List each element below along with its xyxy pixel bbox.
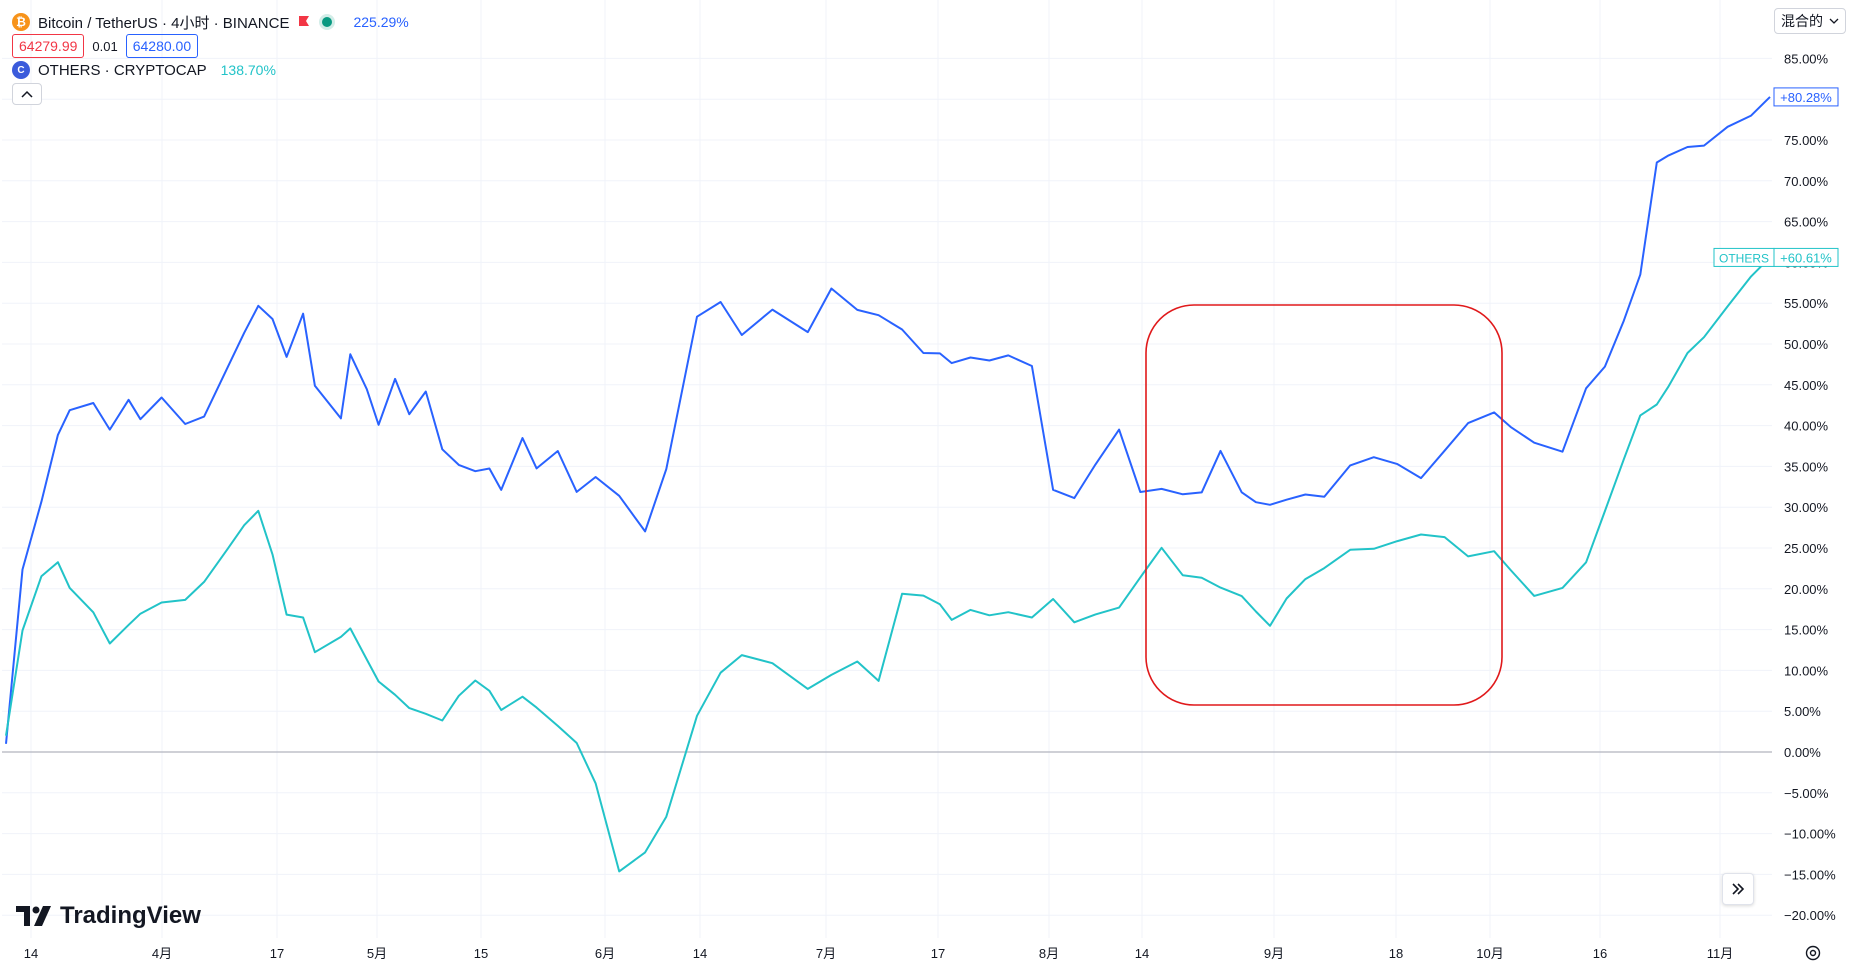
y-tick-label: 55.00% [1784, 296, 1829, 311]
x-tick-label: 9月 [1264, 946, 1284, 961]
y-tick-label: 0.00% [1784, 745, 1821, 760]
y-tick-label: 35.00% [1784, 459, 1829, 474]
tradingview-logo-icon [16, 906, 51, 926]
y-tick-label: 30.00% [1784, 500, 1829, 515]
btc-series-line [5, 96, 1771, 744]
x-tick-label: 17 [931, 946, 945, 961]
cryptocap-icon: C [12, 61, 30, 79]
last-value-labels: +80.28% OTHERS +60.61% [1713, 87, 1839, 267]
x-tick-label: 8月 [1039, 946, 1059, 961]
x-tick-label: 14 [693, 946, 707, 961]
btc-last-value-label: +80.28% [1780, 90, 1832, 105]
x-tick-label: 16 [1593, 946, 1607, 961]
y-tick-label: 15.00% [1784, 623, 1829, 638]
x-tick-label: 18 [1389, 946, 1403, 961]
flag-icon[interactable] [297, 15, 311, 29]
scale-mode-dropdown[interactable]: 混合的 [1774, 8, 1846, 34]
x-tick-label: 4月 [152, 946, 172, 961]
bitcoin-icon: ₿ [12, 13, 30, 31]
btc-last-value-box [1773, 87, 1839, 107]
y-tick-label: 10.00% [1784, 663, 1829, 678]
y-tick-label: 45.00% [1784, 378, 1829, 393]
y-tick-label: 85.00% [1784, 51, 1829, 66]
y-tick-label: 65.00% [1784, 215, 1829, 230]
x-tick-label: 5月 [367, 946, 387, 961]
y-tick-label: 25.00% [1784, 541, 1829, 556]
scroll-to-realtime-button[interactable] [1722, 873, 1754, 905]
x-tick-label: 11月 [1707, 946, 1734, 961]
chevron-up-icon [21, 90, 33, 98]
x-tick-label: 14 [1135, 946, 1149, 961]
y-tick-label: −20.00% [1784, 908, 1836, 923]
x-tick-label: 17 [270, 946, 284, 961]
tradingview-logo-text: TradingView [60, 902, 201, 929]
x-tick-label: 10月 [1476, 946, 1503, 961]
y-tick-label: 40.00% [1784, 419, 1829, 434]
y-tick-label: −10.00% [1784, 827, 1836, 842]
series-lines [5, 96, 1771, 873]
y-tick-label: 20.00% [1784, 582, 1829, 597]
main-change-percent: 225.29% [353, 14, 409, 30]
price-scale-bg [1772, 0, 1851, 973]
spread-value: 0.01 [92, 38, 118, 54]
others-last-value-box [1773, 247, 1839, 267]
x-tick-label: 6月 [595, 946, 615, 961]
y-tick-label: 70.00% [1784, 174, 1829, 189]
others-last-value-label: +60.61% [1780, 250, 1832, 265]
chart-settings-button[interactable] [1800, 940, 1826, 966]
compare-series-legend[interactable]: C OTHERS · CRYPTOCAP 138.70% [12, 58, 409, 82]
price-scale[interactable]: 85.00%80.00%75.00%70.00%65.00%60.00%55.0… [1772, 0, 1851, 973]
y-tick-label: 75.00% [1784, 133, 1829, 148]
chevron-down-icon [1829, 18, 1839, 24]
main-series-legend[interactable]: ₿ Bitcoin / TetherUS · 4小时 · BINANCE 225… [12, 10, 409, 34]
scale-mode-label: 混合的 [1781, 13, 1823, 29]
bid-price[interactable]: 64279.99 [12, 34, 85, 58]
y-tick-label: 50.00% [1784, 337, 1829, 352]
highlight-rectangle [1145, 304, 1503, 706]
x-tick-label: 7月 [816, 946, 836, 961]
y-tick-label: 5.00% [1784, 704, 1821, 719]
price-quote-row: 64279.99 0.01 64280.00 [12, 34, 409, 58]
legend-collapse-button[interactable] [12, 83, 42, 105]
time-scale[interactable]: 14 4月 17 5月 15 6月 14 7月 17 8月 14 9月 18 10月 16 11月 [24, 946, 1733, 961]
market-status-icon[interactable] [319, 14, 335, 30]
y-tick-label: −5.00% [1784, 786, 1829, 801]
main-symbol-title[interactable]: Bitcoin / TetherUS · 4小时 · BINANCE [38, 14, 290, 32]
others-series-line [5, 256, 1771, 873]
compare-change-percent: 138.70% [220, 62, 276, 78]
chart-legend: ₿ Bitcoin / TetherUS · 4小时 · BINANCE 225… [12, 10, 409, 106]
others-name-label: OTHERS [1719, 251, 1769, 265]
y-tick-label: −15.00% [1784, 867, 1836, 882]
compare-symbol-title[interactable]: OTHERS · CRYPTOCAP [38, 61, 207, 79]
ask-price[interactable]: 64280.00 [125, 34, 199, 58]
grid [2, 0, 1772, 938]
x-tick-label: 15 [474, 946, 488, 961]
x-tick-label: 14 [24, 946, 38, 961]
gear-icon [1805, 945, 1821, 961]
double-chevron-right-icon [1732, 883, 1745, 895]
tradingview-logo[interactable]: TradingView [16, 902, 201, 930]
